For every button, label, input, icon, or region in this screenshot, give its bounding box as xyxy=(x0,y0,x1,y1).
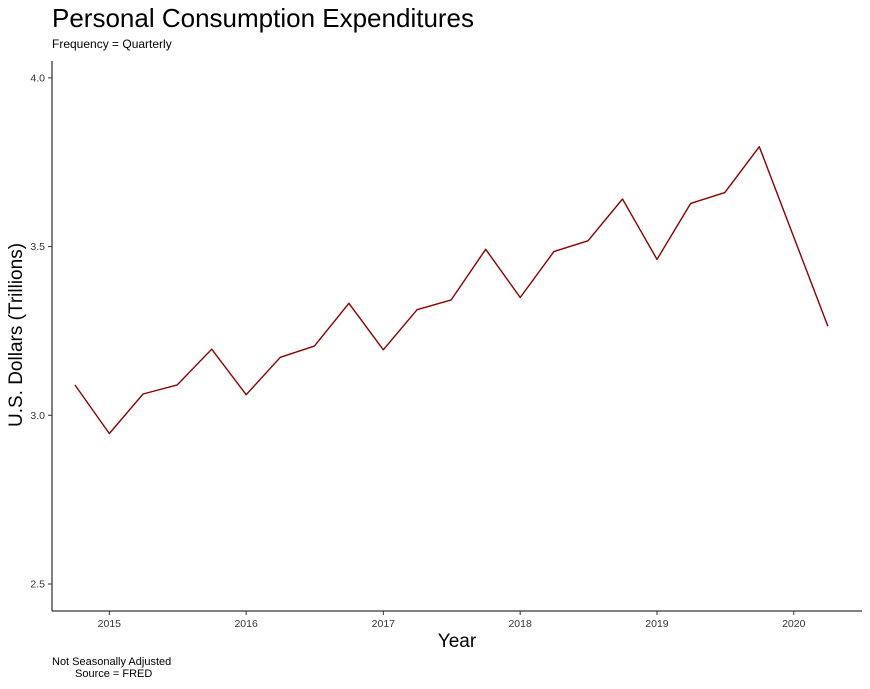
chart-subtitle: Frequency = Quarterly xyxy=(52,37,172,51)
chart-axes xyxy=(51,61,862,612)
series-line xyxy=(74,145,829,435)
y-tick-label: 3.5 xyxy=(30,241,45,253)
x-axis-title: Year xyxy=(438,631,477,652)
x-tick-label: 2019 xyxy=(645,618,669,630)
axis-ticks: 2015 2016 2017 2018 2019 2020 2.5 3.0 3.5 4.0 xyxy=(30,72,805,630)
chart-caption: Not Seasonally Adjusted Source = FRED xyxy=(52,656,171,680)
x-tick-label: 2020 xyxy=(782,618,806,630)
x-tick-label: 2017 xyxy=(372,618,396,630)
x-tick-label: 2016 xyxy=(234,618,258,630)
x-tick-label: 2015 xyxy=(98,618,122,630)
y-tick-label: 3.0 xyxy=(30,410,45,422)
caption-source: Source = FRED xyxy=(75,668,153,680)
y-tick-label: 2.5 xyxy=(30,579,45,591)
x-tick-label: 2018 xyxy=(508,618,532,630)
y-tick-label: 4.0 xyxy=(30,72,45,84)
y-axis-title: U.S. Dollars (Trillions) xyxy=(6,243,27,427)
data-series xyxy=(74,145,829,435)
chart-title: Personal Consumption Expenditures xyxy=(52,3,475,33)
caption-adjustment-note: Not Seasonally Adjusted xyxy=(52,656,172,668)
